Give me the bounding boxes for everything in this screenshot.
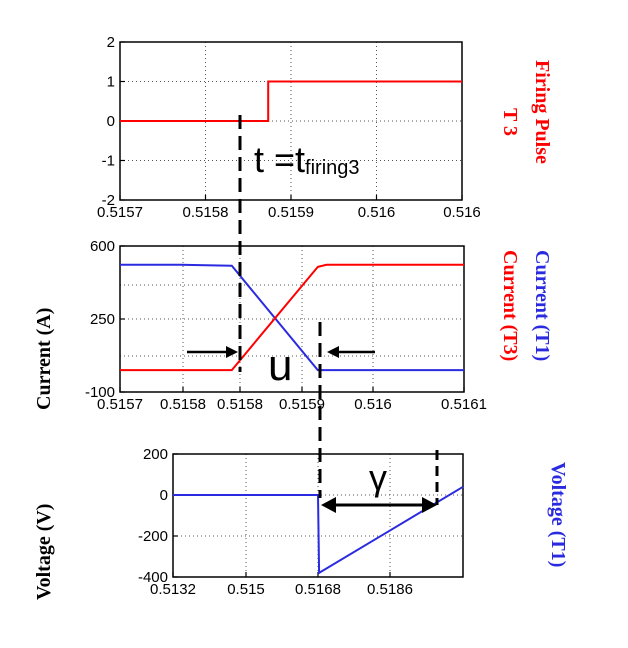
y-tick-label: 2	[107, 34, 115, 51]
voltage-axis-label: Voltage (V)	[33, 504, 55, 600]
series-line-red	[120, 263, 464, 372]
extinction-angle-label: γ	[369, 457, 387, 498]
x-tick-label: 0.5158	[217, 396, 263, 413]
panel-firing-pulse-ticks: 0.5157 0.5158 0.5159 0.516 0.516 2 1 0 -1 -2	[97, 34, 481, 221]
panel-current-series	[120, 263, 464, 372]
panel-firing-pulse-series	[120, 80, 462, 122]
series-line-red	[120, 80, 462, 122]
x-tick-label: 0.515	[227, 581, 265, 598]
current-t3-label: Current (T3)	[499, 250, 521, 361]
x-tick-label: 0.5159	[268, 204, 314, 221]
y-tick-label: -2	[102, 192, 115, 209]
x-tick-label: 0.5159	[279, 396, 325, 413]
x-tick-label: 0.5158	[160, 396, 206, 413]
series-line-blue	[173, 485, 464, 575]
current-t1-label: Current (T1)	[531, 250, 553, 361]
x-tick-label: 0.5186	[367, 581, 413, 598]
overlap-arrows	[187, 346, 375, 358]
panel-voltage-series	[173, 485, 464, 575]
current-axis-label: Current (A)	[33, 308, 55, 410]
y-tick-label: -100	[85, 384, 115, 401]
x-tick-label: 0.516	[354, 396, 392, 413]
overlap-angle-label: u	[268, 341, 292, 390]
y-tick-label: -400	[138, 569, 168, 586]
panel-voltage-ticks: 0.5132 0.515 0.5168 0.5186 200 0 -200 -400	[138, 446, 413, 598]
x-tick-label: 0.5132	[150, 581, 196, 598]
series-line-blue	[120, 263, 464, 372]
x-tick-label: 0.516	[358, 204, 396, 221]
y-tick-label: 1	[107, 74, 115, 91]
firing-pulse-label: Firing Pulse	[531, 60, 553, 164]
y-tick-label: -1	[102, 153, 115, 170]
panel-voltage: 0.5132 0.515 0.5168 0.5186 200 0 -200 -400	[138, 446, 464, 598]
y-tick-label: 200	[143, 446, 168, 463]
y-tick-label: -200	[138, 528, 168, 545]
x-tick-label: 0.516	[443, 204, 481, 221]
x-tick-label: 0.5168	[295, 581, 341, 598]
panel-current: 0.5157 0.5158 0.5158 0.5159 0.516 0.5161 600 25…	[85, 238, 487, 413]
gamma-arrow	[321, 497, 437, 513]
y-tick-label: 250	[90, 311, 115, 328]
y-tick-label: 0	[107, 113, 115, 130]
x-tick-label: 0.5157	[97, 204, 143, 221]
voltage-t1-label: Voltage (T1)	[547, 462, 569, 567]
panel-firing-pulse: 0.5157 0.5158 0.5159 0.516 0.516 2 1 0 -1 -2	[97, 34, 481, 221]
firing-time-label: t =tfiring3	[254, 139, 360, 180]
firing-pulse-t3-label: T 3	[499, 108, 521, 136]
y-tick-label: 600	[90, 238, 115, 255]
x-tick-label: 0.5158	[183, 204, 229, 221]
x-tick-label: 0.5157	[97, 396, 143, 413]
y-tick-label: 0	[160, 487, 168, 504]
panel-current-ticks: 0.5157 0.5158 0.5158 0.5159 0.516 0.5161 600 25…	[85, 238, 487, 413]
x-tick-label: 0.5161	[441, 396, 487, 413]
